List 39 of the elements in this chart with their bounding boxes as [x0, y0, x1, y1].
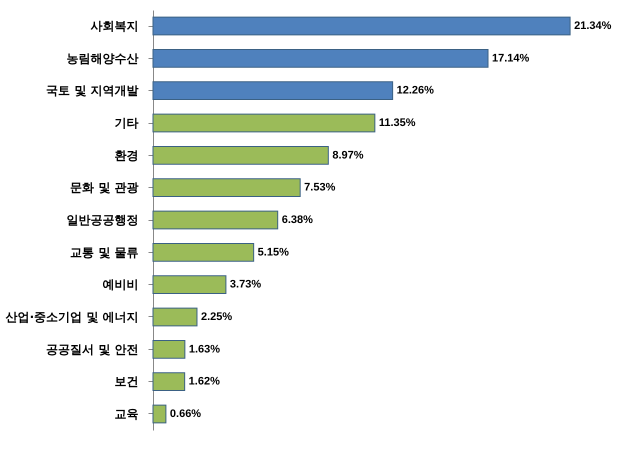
data-label: 1.62% — [188, 376, 220, 388]
y-tick-label: 문화 및 관광 — [70, 180, 138, 195]
y-tick-label: 공공질서 및 안전 — [46, 342, 138, 356]
bar — [152, 48, 489, 68]
bar — [152, 404, 166, 424]
bar — [152, 146, 329, 165]
y-tick-label: 교통 및 물류 — [70, 245, 138, 260]
y-tick-label: 예비비 — [102, 278, 138, 292]
y-tick-label: 일반공공행정 — [66, 213, 138, 227]
bar — [152, 242, 254, 262]
bar — [152, 372, 186, 392]
y-tick-label: 국토 및 지역개발 — [46, 84, 138, 98]
y-tick-label: 사회복지 — [90, 19, 138, 34]
y-tick-label: 보건 — [114, 374, 138, 389]
bar — [152, 114, 376, 132]
y-tick-label: 농림해양수산 — [66, 51, 138, 66]
data-label: 17.14% — [492, 52, 530, 64]
bar — [152, 81, 394, 100]
data-label: 21.34% — [574, 20, 612, 32]
bar — [152, 308, 198, 326]
y-tick-label: 산업·중소기업 및 에너지 — [6, 310, 138, 324]
y-tick-label: 교육 — [114, 406, 138, 421]
y-tick-label: 환경 — [114, 148, 138, 162]
bar — [152, 340, 186, 359]
data-label: 11.35% — [378, 117, 416, 129]
data-label: 5.15% — [258, 246, 290, 258]
data-label: 12.26% — [396, 84, 434, 97]
data-label: 2.25% — [200, 311, 232, 323]
bar — [152, 210, 278, 230]
data-label: 6.38% — [282, 214, 314, 226]
bar — [152, 178, 301, 198]
data-label: 8.97% — [332, 149, 364, 162]
data-label: 1.63% — [188, 343, 220, 356]
data-label: 7.53% — [304, 182, 336, 194]
data-label: 0.66% — [170, 408, 202, 420]
bar — [152, 275, 226, 294]
y-tick-label: 기타 — [114, 116, 138, 130]
bar — [152, 16, 571, 36]
data-label: 3.73% — [230, 278, 262, 291]
